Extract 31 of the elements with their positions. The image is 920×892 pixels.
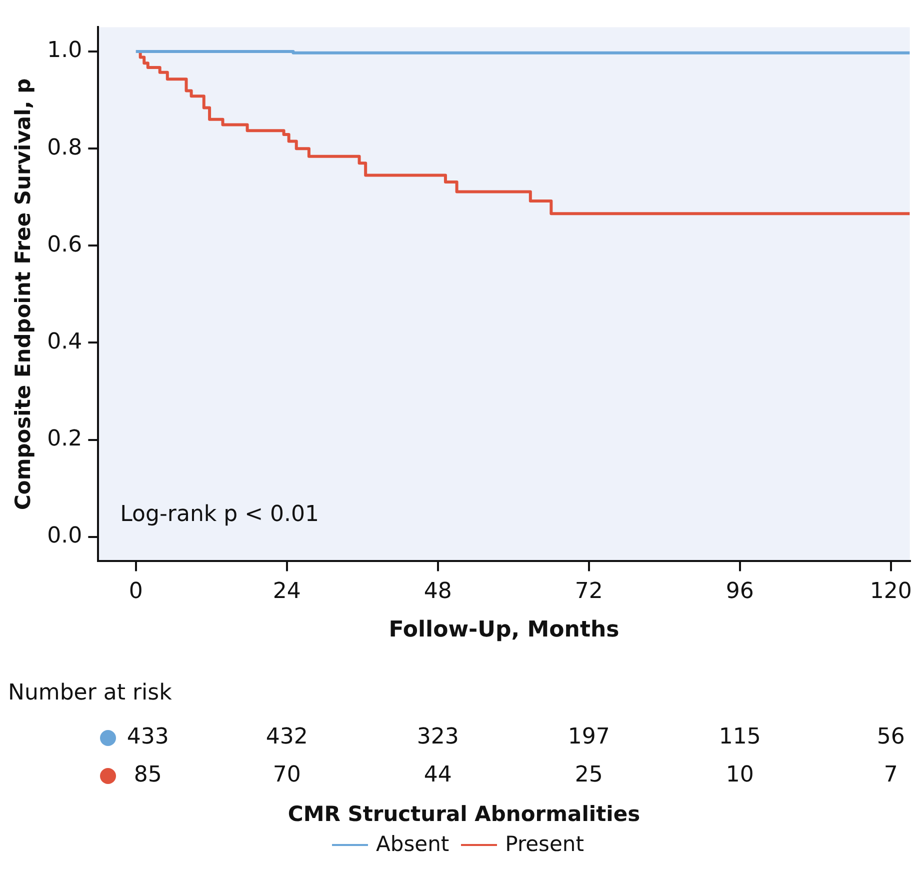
y-tick-label: 1.0 — [47, 38, 82, 64]
text: 70 — [272, 762, 301, 788]
y-tick-label: 0.0 — [47, 524, 82, 549]
text: 44 — [424, 762, 452, 788]
text: 10 — [726, 762, 754, 788]
text: 115 — [718, 724, 761, 750]
x-axis-title: Follow-Up, Months — [388, 618, 620, 643]
legend-label: Present — [505, 832, 584, 856]
y-tick-label: 0.8 — [47, 135, 82, 160]
text: 323 — [416, 724, 459, 750]
y-tick-label: 0.4 — [47, 329, 82, 354]
text: 433 — [126, 724, 169, 750]
x-tick-label: 24 — [272, 579, 301, 604]
text: 56 — [876, 724, 905, 750]
x-tick-label: 48 — [424, 579, 452, 604]
text: 85 — [134, 762, 162, 788]
annotation: Log-rank p < 0.01 — [120, 502, 319, 527]
text: 25 — [574, 762, 603, 788]
text: Number at risk — [8, 680, 172, 706]
x-tick-label: 96 — [726, 579, 754, 604]
x-tick-label: 0 — [128, 579, 143, 604]
y-axis-title: Composite Endpoint Free Survival, p — [11, 78, 36, 510]
x-tick-label: 120 — [870, 579, 912, 604]
y-tick-label: 0.2 — [47, 426, 82, 452]
legend-title: CMR Structural Abnormalities — [286, 802, 642, 826]
text: 197 — [568, 724, 610, 750]
legend-label: Absent — [376, 832, 450, 856]
text: 432 — [266, 724, 308, 750]
text: 7 — [884, 762, 898, 788]
y-tick-label: 0.6 — [47, 232, 82, 258]
x-tick-label: 72 — [574, 579, 603, 604]
